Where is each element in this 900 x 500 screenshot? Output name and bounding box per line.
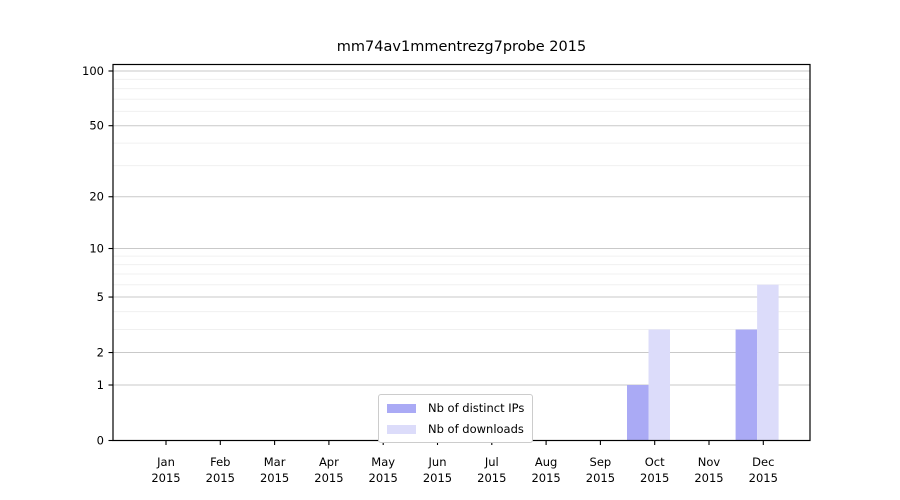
bar-nb-of-distinct-ips-dec — [735, 329, 758, 441]
y-tick-label-0: 0 — [97, 434, 104, 448]
chart-legend: Nb of distinct IPs Nb of downloads — [378, 394, 534, 443]
legend-label-downloads: Nb of downloads — [428, 422, 524, 436]
y-tick-label-1: 1 — [97, 378, 104, 392]
legend-item-downloads: Nb of downloads — [387, 421, 524, 437]
y-tick-label-10: 10 — [89, 242, 104, 256]
x-tick-label-month-may: May — [371, 455, 395, 469]
bar-nb-of-distinct-ips-oct — [627, 385, 649, 441]
x-tick-label-year-dec: 2015 — [749, 471, 778, 485]
x-tick-label-year-sep: 2015 — [586, 471, 615, 485]
legend-item-distinct-ips: Nb of distinct IPs — [387, 400, 524, 416]
bar-nb-of-downloads-dec — [757, 284, 779, 441]
y-tick-label-20: 20 — [89, 190, 104, 204]
legend-label-distinct-ips: Nb of distinct IPs — [428, 401, 525, 415]
x-tick-label-month-mar: Mar — [264, 455, 286, 469]
x-tick-label-year-mar: 2015 — [260, 471, 289, 485]
x-tick-label-month-nov: Nov — [698, 455, 721, 469]
x-tick-label-month-jan: Jan — [156, 455, 175, 469]
x-tick-label-year-feb: 2015 — [206, 471, 235, 485]
x-tick-label-year-may: 2015 — [369, 471, 398, 485]
bar-nb-of-downloads-oct — [648, 329, 670, 441]
x-tick-label-year-oct: 2015 — [640, 471, 669, 485]
x-tick-label-month-oct: Oct — [645, 455, 665, 469]
x-tick-label-year-apr: 2015 — [314, 471, 343, 485]
plot-border — [112, 63, 811, 442]
y-tick-label-2: 2 — [97, 346, 104, 360]
chart-title: mm74av1mmentrezg7probe 2015 — [336, 39, 587, 55]
x-tick-label-month-apr: Apr — [319, 455, 339, 469]
x-tick-label-year-jan: 2015 — [151, 471, 180, 485]
x-tick-label-year-nov: 2015 — [694, 471, 723, 485]
y-tick-label-100: 100 — [82, 64, 104, 78]
x-tick-label-month-jun: Jun — [428, 455, 447, 469]
x-tick-label-year-aug: 2015 — [531, 471, 560, 485]
x-tick-label-month-dec: Dec — [752, 455, 774, 469]
x-tick-label-month-aug: Aug — [535, 455, 557, 469]
x-tick-label-year-jul: 2015 — [477, 471, 506, 485]
x-tick-label-month-jul: Jul — [484, 455, 499, 469]
legend-swatch-distinct-ips — [387, 403, 416, 413]
x-tick-label-month-sep: Sep — [590, 455, 612, 469]
legend-swatch-downloads — [387, 424, 416, 434]
y-tick-label-5: 5 — [97, 290, 104, 304]
x-tick-label-year-jun: 2015 — [423, 471, 452, 485]
y-tick-label-50: 50 — [89, 119, 104, 133]
x-tick-label-month-feb: Feb — [210, 455, 230, 469]
